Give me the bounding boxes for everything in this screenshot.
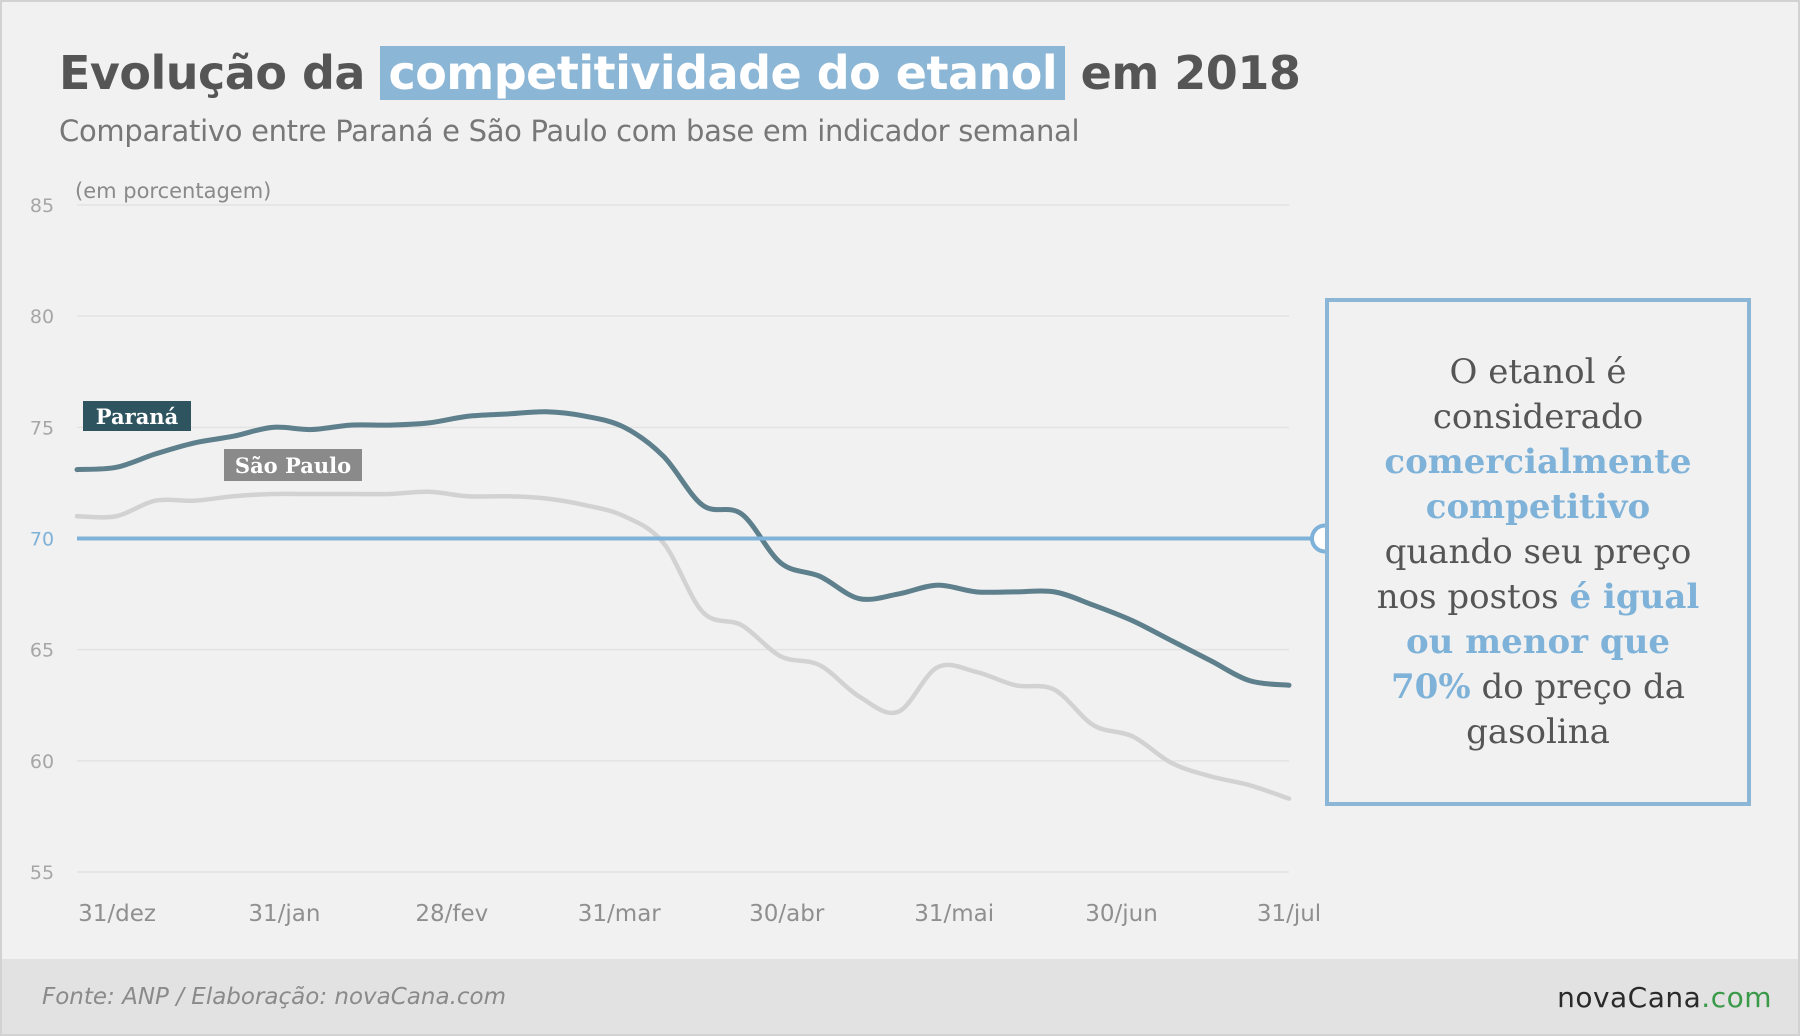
series-label-sao-paulo: São Paulo [235,453,351,478]
series-label-bg-sao-paulo [224,449,362,481]
title-prefix: Evolução da [59,46,365,100]
x-tick-label: 31/mai [914,901,994,927]
brand-suffix: .com [1701,981,1772,1014]
series-line-sao-paulo [74,489,1292,801]
y-tick-label: 70 [30,529,54,551]
y-axis: 85 80 75 70 65 60 55 [30,195,54,884]
callout-box: O etanol é considerado comercialmente co… [1325,298,1751,806]
title-suffix: em 2018 [1080,46,1301,100]
reference-line-group [77,523,1340,554]
callout-line: 70% do preço da [1329,665,1747,710]
x-axis: 31/dez 31/jan 28/fev 31/mar 30/abr 31/mai 30/j… [78,901,1321,927]
callout-emphasis: competitivo [1425,487,1651,527]
source-note: Fonte: ANP / Elaboração: novaCana.com [42,984,507,1010]
callout-text-part: nos postos [1376,577,1559,617]
callout-emphasis: ou menor que [1405,622,1671,662]
x-tick-label: 31/jan [248,901,320,927]
callout-text-part: do preço da [1481,667,1685,707]
series-label-bg-parana [83,401,191,431]
chart-subtitle: Comparativo entre Paraná e São Paulo com… [59,114,1080,148]
y-tick-label: 60 [30,751,54,773]
y-tick-label: 75 [30,417,54,439]
x-tick-label: 31/mar [578,901,662,927]
x-tick-label: 30/jun [1085,901,1158,927]
callout-emphasis: é igual [1569,577,1700,617]
y-tick-label: 80 [30,306,54,328]
callout-emphasis: 70% [1391,667,1471,707]
series-labels: Paraná São Paulo [83,401,362,481]
callout-line: quando seu preço [1384,532,1692,572]
footer: Fonte: ANP / Elaboração: novaCana.com no… [2,959,1798,1034]
series-line-parana [74,409,1292,688]
series-label-parana: Paraná [96,404,179,429]
y-tick-label: 85 [30,195,54,217]
callout-line: gasolina [1466,712,1610,752]
chart-title: Evolução da competitividade do etanol em… [59,46,1301,100]
callout-emphasis: comercialmente [1384,442,1692,482]
grid-lines [77,204,1289,873]
y-tick-label: 65 [30,640,54,662]
title-highlight: competitividade do etanol [380,46,1066,100]
callout-line: nos postos é igual [1329,575,1747,620]
x-tick-label: 31/dez [78,901,156,927]
y-tick-label: 55 [30,862,54,884]
brand-name: novaCana [1557,981,1702,1014]
callout-line: considerado [1432,397,1644,437]
unit-label: (em porcentagem) [75,179,271,203]
series-lines [74,409,1292,801]
brand-logo: novaCana.com [1557,981,1772,1014]
x-tick-label: 30/abr [749,901,825,927]
callout-line: O etanol é [1449,352,1627,392]
callout-text: O etanol é considerado comercialmente co… [1329,350,1747,755]
x-tick-label: 28/fev [415,901,488,927]
x-tick-label: 31/jul [1257,901,1321,927]
